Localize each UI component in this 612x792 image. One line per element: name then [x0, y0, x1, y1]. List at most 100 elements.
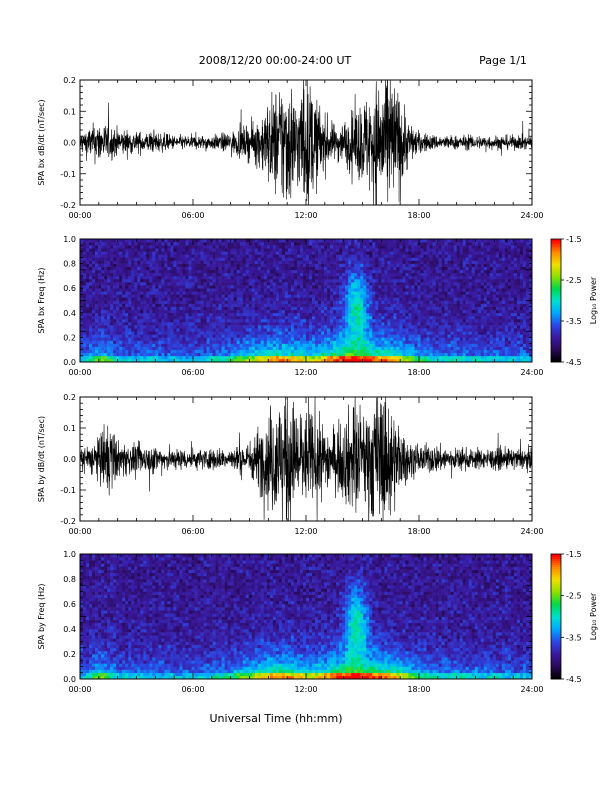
- heatmap-cell: [257, 266, 262, 271]
- heatmap-cell: [363, 334, 367, 338]
- heatmap-cell: [215, 263, 219, 267]
- heatmap-cell: [324, 257, 328, 261]
- heatmap-cell: [330, 282, 334, 286]
- heatmap-cell: [381, 355, 385, 360]
- heatmap-cell: [215, 300, 219, 304]
- heatmap-cell: [423, 272, 427, 277]
- heatmap-cell: [293, 306, 298, 311]
- heatmap-cell: [266, 300, 271, 304]
- heatmap-cell: [185, 337, 189, 341]
- heatmap-cell: [384, 325, 388, 329]
- heatmap-cell: [128, 340, 132, 344]
- heatmap-cell: [348, 272, 352, 277]
- heatmap-cell: [420, 291, 424, 295]
- heatmap-cell: [426, 257, 430, 261]
- heatmap-cell: [125, 346, 129, 351]
- heatmap-cell: [438, 285, 442, 289]
- heatmap-cell: [134, 242, 138, 246]
- heatmap-cell: [116, 331, 120, 335]
- heatmap-cell: [366, 285, 370, 289]
- heatmap-cell: [306, 306, 310, 311]
- heatmap-cell: [164, 242, 168, 246]
- heatmap-cell: [275, 352, 280, 357]
- heatmap-cell: [290, 358, 295, 363]
- heatmap-cell: [125, 325, 129, 329]
- heatmap-cell: [426, 306, 430, 311]
- heatmap-cell: [164, 260, 168, 264]
- heatmap-cell: [167, 352, 171, 357]
- heatmap-cell: [92, 328, 96, 332]
- heatmap-cell: [315, 245, 319, 249]
- heatmap-cell: [315, 325, 319, 329]
- heatmap-cell: [429, 306, 433, 311]
- heatmap-cell: [369, 334, 373, 338]
- heatmap-cell: [257, 300, 262, 304]
- heatmap-cell: [272, 352, 277, 357]
- heatmap-cell: [348, 297, 352, 301]
- heatmap-cell: [167, 282, 171, 286]
- heatmap-cell: [339, 322, 343, 326]
- heatmap-cell: [179, 358, 183, 363]
- heatmap-cell: [333, 343, 337, 347]
- heatmap-cell: [131, 325, 135, 329]
- heatmap-cell: [254, 294, 259, 298]
- heatmap-cell: [143, 331, 147, 335]
- heatmap-cell: [134, 358, 138, 363]
- heatmap-cell: [299, 303, 304, 307]
- heatmap-cell: [287, 322, 292, 326]
- heatmap-cell: [92, 242, 96, 246]
- heatmap-cell: [441, 278, 445, 283]
- heatmap-cell: [396, 260, 400, 264]
- heatmap-cell: [417, 275, 421, 280]
- heatmap-cell: [107, 306, 111, 311]
- heatmap-cell: [444, 272, 448, 277]
- heatmap-cell: [146, 269, 150, 274]
- heatmap-cell: [221, 239, 225, 243]
- heatmap-cell: [215, 318, 219, 323]
- heatmap-cell: [351, 288, 355, 292]
- heatmap-cell: [248, 300, 253, 304]
- heatmap-cell: [360, 322, 364, 326]
- heatmap-cell: [263, 328, 268, 332]
- heatmap-cell: [441, 251, 445, 255]
- heatmap-cell: [179, 260, 183, 264]
- heatmap-cell: [86, 245, 90, 249]
- heatmap-cell: [299, 272, 304, 277]
- heatmap-cell: [306, 294, 310, 298]
- heatmap-cell: [390, 263, 394, 267]
- heatmap-cell: [146, 312, 150, 317]
- heatmap-cell: [185, 269, 189, 274]
- heatmap-cell: [161, 358, 165, 363]
- heatmap-cell: [206, 312, 210, 317]
- heatmap-cell: [128, 251, 132, 255]
- heatmap-cell: [396, 239, 400, 243]
- heatmap-cell: [348, 325, 352, 329]
- heatmap-cell: [245, 340, 250, 344]
- heatmap-cell: [284, 260, 289, 264]
- heatmap-cell: [80, 334, 84, 338]
- heatmap-cell: [89, 331, 93, 335]
- heatmap-cell: [318, 245, 322, 249]
- heatmap-cell: [342, 269, 346, 274]
- heatmap-cell: [128, 248, 132, 252]
- heatmap-cell: [324, 312, 328, 317]
- heatmap-cell: [293, 303, 298, 307]
- heatmap-cell: [309, 285, 313, 289]
- heatmap-cell: [218, 358, 222, 363]
- heatmap-cell: [390, 254, 394, 258]
- heatmap-cell: [360, 239, 364, 243]
- heatmap-cell: [194, 248, 198, 252]
- heatmap-cell: [122, 288, 126, 292]
- heatmap-cell: [390, 260, 394, 264]
- heatmap-cell: [107, 285, 111, 289]
- heatmap-cell: [155, 309, 159, 314]
- heatmap-cell: [399, 337, 403, 341]
- heatmap-cell: [86, 346, 90, 351]
- heatmap-cell: [140, 306, 144, 311]
- heatmap-cell: [312, 334, 316, 338]
- heatmap-cell: [399, 358, 403, 363]
- heatmap-cell: [272, 346, 277, 351]
- heatmap-cell: [432, 337, 436, 341]
- heatmap-cell: [137, 275, 141, 280]
- heatmap-cell: [315, 242, 319, 246]
